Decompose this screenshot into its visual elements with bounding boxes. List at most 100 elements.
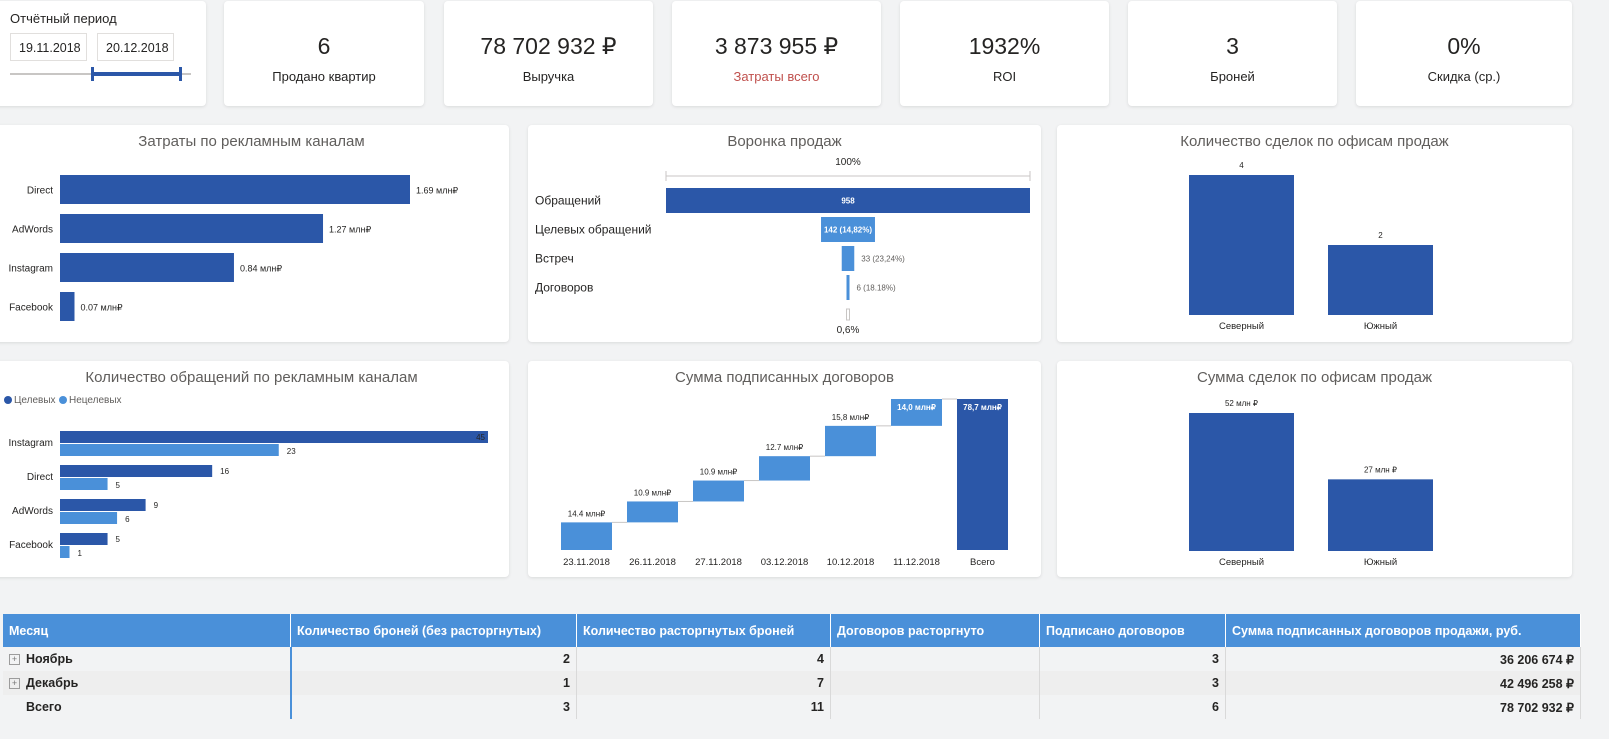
table-total-row: Всего 3 11 6 78 702 932 ₽ (3, 695, 1581, 719)
legend-marker (4, 396, 12, 404)
table-row: + Ноябрь 2 4 3 36 206 674 ₽ (3, 647, 1581, 671)
kpi-label: Броней (1210, 69, 1255, 84)
kpi-label: Выручка (522, 69, 575, 84)
category-label: Встреч (535, 252, 574, 266)
data-label: 6 (18.18%) (857, 284, 896, 293)
category-label: Обращений (535, 194, 601, 208)
data-label: 27 млн ₽ (1364, 465, 1397, 474)
legend-label: Целевых (14, 395, 56, 406)
kpi-card-bookings: 3 Броней (1128, 1, 1337, 106)
kpi-value: 3 (1226, 33, 1239, 59)
table-cell: 3 (290, 695, 577, 719)
data-label: 6 (125, 515, 130, 524)
column-header[interactable]: Договоров расторгнуто (830, 614, 1040, 647)
column-header[interactable]: Сумма подписанных договоров продажи, руб… (1225, 614, 1581, 647)
kpi-value: 3 873 955 ₽ (714, 33, 839, 59)
chart-title: Сумма подписанных договоров (675, 369, 894, 386)
category-label: Facebook (9, 303, 54, 314)
inquiries-chart: Целевых НецелевыхInstagram4523Direct165Ad… (4, 395, 488, 558)
expand-icon[interactable]: + (9, 678, 20, 690)
bar (841, 246, 855, 271)
sum-by-office-chart: 52 млн ₽ Северный 27 млн ₽ Южный (1189, 399, 1433, 568)
kpi-card-discount: 0% Скидка (ср.) (1356, 1, 1572, 106)
kpi-card-sold: 6 Продано квартир (224, 1, 424, 106)
bar (60, 546, 70, 558)
data-label: 52 млн ₽ (1225, 399, 1258, 408)
category-label: 03.12.2018 (761, 557, 809, 568)
kpi-label: Затраты всего (733, 69, 820, 84)
bar (1328, 245, 1433, 315)
table-cell: 36 206 674 ₽ (1225, 647, 1581, 671)
chart-title: Затраты по рекламным каналам (138, 133, 365, 150)
table-cell: 2 (290, 647, 577, 671)
bar (759, 456, 810, 481)
category-label: Instagram (9, 264, 53, 275)
chart-title: Воронка продаж (727, 133, 842, 150)
data-label: 78,7 млн₽ (963, 403, 1002, 412)
kpi-value: 0% (1447, 33, 1481, 59)
table-cell: 11 (576, 695, 831, 719)
chart-card-deals-office: Количество сделок по офисам продаж 4 Севе… (1057, 125, 1572, 342)
data-label: 1 (78, 549, 83, 558)
bar (60, 444, 279, 456)
data-label: 10.9 млн₽ (634, 488, 671, 497)
bar (60, 253, 234, 282)
bar (561, 522, 612, 550)
data-label: 14,0 млн₽ (897, 403, 936, 412)
month-cell: + Декабрь (3, 671, 292, 695)
month-label: Ноябрь (26, 652, 73, 666)
table-cell: 3 (1039, 647, 1226, 671)
period-label: Отчётный период (10, 11, 117, 26)
category-label: Facebook (9, 540, 54, 551)
chart-card-waterfall: Сумма подписанных договоров 14.4 млн₽ 23.… (528, 361, 1041, 577)
slider-handle-start[interactable] (91, 67, 94, 81)
chart-card-ad-costs: Затраты по рекламным каналам Direct 1.69 … (0, 125, 509, 342)
funnel-bottom-label: 0,6% (837, 325, 860, 336)
category-label: Целевых обращений (535, 223, 652, 237)
kpi-value: 1932% (968, 33, 1041, 59)
date-to-input[interactable]: 20.12.2018 (97, 33, 174, 61)
bar (821, 217, 875, 242)
category-label: Всего (970, 557, 995, 568)
column-header[interactable]: Подписано договоров (1039, 614, 1226, 647)
chart-card-funnel: Воронка продаж 100% Обращений 958 Целевых о… (528, 125, 1041, 342)
bar (825, 425, 876, 457)
data-label: 14.4 млн₽ (568, 509, 605, 518)
data-label: 0.84 млн₽ (240, 264, 282, 274)
bar (60, 175, 410, 204)
data-label: 9 (154, 501, 159, 510)
column-header[interactable]: Количество броней (без расторгнутых) (290, 614, 577, 647)
legend-marker (59, 396, 67, 404)
date-from-input[interactable]: 19.11.2018 (10, 33, 87, 61)
ad-costs-chart: Direct 1.69 млн₽ AdWords 1.27 млн₽ Instagram… (9, 175, 458, 321)
slider-range (92, 72, 181, 76)
data-label: 10.9 млн₽ (700, 468, 737, 477)
chart-card-inquiries: Количество обращений по рекламным канала… (0, 361, 509, 577)
bar (693, 480, 744, 502)
bar (891, 399, 942, 426)
kpi-label: Скидка (ср.) (1427, 69, 1501, 84)
table-cell: 42 496 258 ₽ (1225, 671, 1581, 695)
funnel-chart: 100% Обращений 958 Целевых обращений 142 (14… (535, 157, 1031, 336)
table-cell: 7 (576, 671, 831, 695)
data-label: 958 (841, 197, 855, 206)
category-label: Direct (27, 186, 53, 197)
table-header-row: Месяц Количество броней (без расторгнуты… (3, 614, 1581, 647)
bar (1189, 175, 1294, 315)
bar (60, 214, 324, 243)
data-label: 0.07 млн₽ (80, 303, 122, 313)
category-label: Северный (1219, 321, 1264, 332)
bar (846, 275, 850, 300)
category-label: 11.12.2018 (893, 557, 940, 568)
expand-icon[interactable]: + (9, 654, 20, 666)
column-header[interactable]: Месяц (3, 614, 291, 647)
data-label: 1.69 млн₽ (416, 186, 458, 196)
column-header[interactable]: Количество расторгнутых броней (576, 614, 831, 647)
month-cell: Всего (3, 695, 292, 719)
table-cell (830, 695, 1040, 719)
slider-handle-end[interactable] (179, 67, 182, 81)
category-label: 10.12.2018 (827, 557, 875, 568)
kpi-label: ROI (992, 69, 1017, 84)
chart-title: Сумма сделок по офисам продаж (1196, 369, 1432, 386)
category-label: Южный (1364, 321, 1397, 332)
